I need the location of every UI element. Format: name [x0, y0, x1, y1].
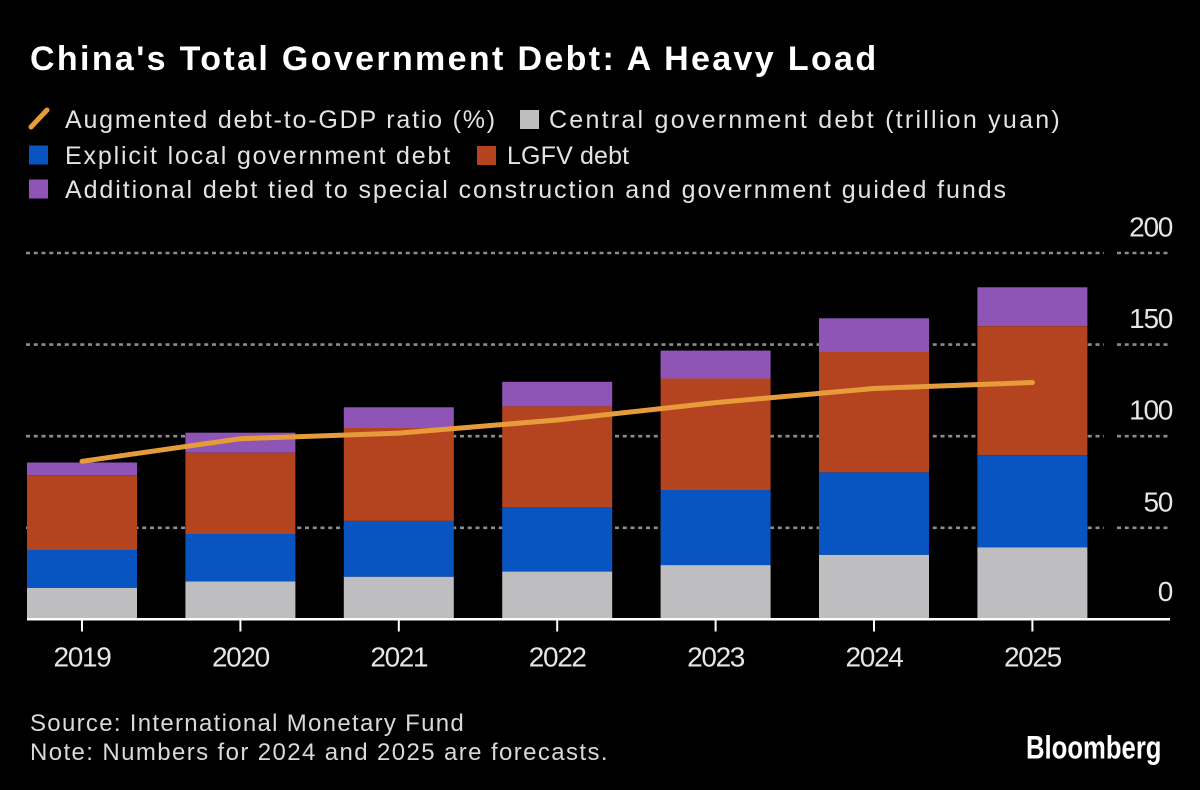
svg-text:2020: 2020 [212, 642, 270, 673]
svg-text:Explicit local government debt: Explicit local government debt [65, 142, 452, 170]
svg-text:LGFV debt: LGFV debt [507, 142, 629, 170]
svg-text:2023: 2023 [687, 642, 745, 673]
svg-text:Note: Numbers for 2024 and 202: Note: Numbers for 2024 and 2025 are fore… [30, 739, 609, 766]
svg-text:0: 0 [1158, 576, 1173, 607]
svg-text:Source: International Monetary: Source: International Monetary Fund [30, 710, 465, 737]
svg-text:China's Total Government Debt:: China's Total Government Debt: A Heavy L… [30, 40, 878, 78]
svg-text:Central government debt (trill: Central government debt (trillion yuan) [549, 106, 1062, 134]
svg-text:2022: 2022 [529, 642, 587, 673]
svg-text:2021: 2021 [370, 642, 428, 673]
svg-text:200: 200 [1129, 212, 1173, 243]
svg-text:100: 100 [1129, 395, 1173, 426]
svg-text:2024: 2024 [846, 642, 904, 673]
svg-text:2025: 2025 [1004, 642, 1062, 673]
svg-text:Augmented debt-to-GDP ratio (%: Augmented debt-to-GDP ratio (%) [65, 106, 497, 134]
svg-text:Additional debt tied to specia: Additional debt tied to special construc… [65, 176, 1008, 204]
svg-text:2019: 2019 [54, 642, 112, 673]
svg-text:150: 150 [1129, 303, 1173, 334]
svg-text:50: 50 [1143, 486, 1172, 517]
svg-text:Bloomberg: Bloomberg [1026, 731, 1162, 766]
